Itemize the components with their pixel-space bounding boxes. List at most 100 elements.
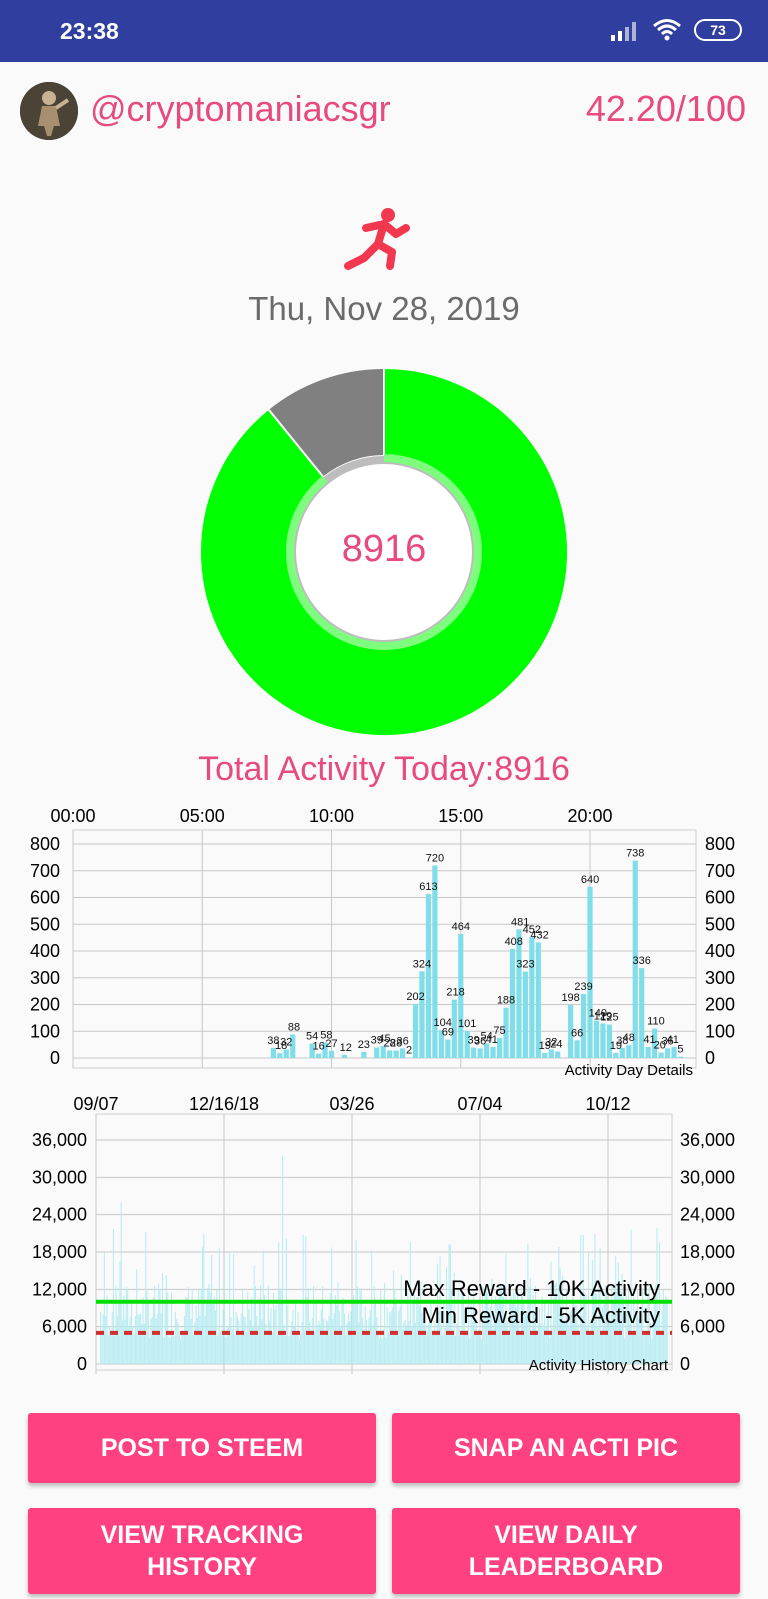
view-daily-leaderboard-button[interactable]: VIEW DAILY LEADERBOARD [392, 1508, 740, 1594]
history-bar [325, 1320, 328, 1364]
history-bar [611, 1286, 613, 1364]
history-bar [150, 1319, 152, 1364]
view-tracking-history-label-2: HISTORY [147, 1553, 257, 1581]
history-bar [624, 1338, 626, 1364]
day-bar [652, 1028, 658, 1058]
history-bar [493, 1315, 495, 1364]
history-bar [400, 1275, 402, 1364]
day-bar-label: 18 [275, 1040, 287, 1052]
day-bar-label: 88 [288, 1021, 300, 1033]
post-to-steem-button[interactable]: POST TO STEEM [28, 1413, 376, 1483]
history-bar [318, 1320, 320, 1364]
day-bar [529, 937, 535, 1058]
day-bar-label: 20 [654, 1040, 666, 1052]
day-bar-label: 54 [306, 1031, 318, 1043]
history-bar [172, 1330, 174, 1364]
day-bar-label: 58 [320, 1029, 332, 1041]
history-bar [568, 1325, 570, 1364]
history-bar [467, 1293, 470, 1364]
day-bar [509, 948, 516, 1058]
day-bar [438, 1030, 444, 1058]
history-bar [363, 1329, 365, 1364]
history-bar [519, 1333, 521, 1364]
day-y-tick-left: 700 [30, 861, 60, 881]
day-bar-label: 41 [486, 1034, 498, 1046]
history-bar [214, 1310, 216, 1364]
history-bar [662, 1289, 664, 1364]
snap-acti-pic-button[interactable]: SNAP AN ACTI PIC [392, 1413, 740, 1483]
history-bar [138, 1314, 140, 1364]
history-bar [536, 1333, 538, 1364]
history-y-tick-left: 36,000 [32, 1130, 87, 1150]
max-reward-label: Max Reward - 10K Activity [403, 1276, 660, 1301]
history-bar [302, 1234, 304, 1364]
history-bar [498, 1287, 500, 1364]
history-bar [475, 1319, 477, 1364]
history-bar [310, 1335, 312, 1364]
history-bar [644, 1330, 646, 1364]
history-bar [360, 1290, 362, 1364]
history-bar [323, 1319, 325, 1364]
history-bar [606, 1288, 608, 1364]
history-bar [267, 1285, 269, 1364]
history-bar [403, 1322, 405, 1364]
day-bar-label: 323 [516, 959, 534, 971]
history-bar [234, 1334, 236, 1364]
history-bar [141, 1324, 143, 1364]
history-bar [649, 1322, 652, 1364]
history-bar [114, 1332, 116, 1364]
day-bar [471, 1047, 477, 1058]
history-bar [657, 1313, 659, 1364]
history-bar [329, 1293, 331, 1364]
history-bar [368, 1317, 370, 1364]
history-bar [600, 1334, 602, 1364]
history-bar [474, 1310, 476, 1364]
day-bar-label: 36 [474, 1035, 486, 1047]
history-bar [563, 1319, 565, 1364]
history-bar [116, 1315, 118, 1364]
day-bar [580, 994, 587, 1058]
day-bar [290, 1034, 296, 1058]
day-bar [600, 1023, 606, 1058]
history-bar [320, 1309, 322, 1364]
history-bar [182, 1333, 184, 1364]
history-bar [546, 1318, 548, 1364]
history-bar [100, 1311, 102, 1364]
history-bar [651, 1338, 653, 1364]
history-bar [146, 1290, 148, 1364]
history-bar [514, 1294, 516, 1364]
day-bar [639, 968, 645, 1058]
day-bar [568, 1005, 574, 1058]
history-bar [417, 1297, 419, 1364]
day-bar-label: 36 [396, 1035, 408, 1047]
history-bar [301, 1322, 303, 1364]
history-bar [425, 1325, 427, 1364]
history-bar [660, 1331, 662, 1364]
history-bar [511, 1300, 513, 1364]
history-bar [249, 1319, 251, 1364]
history-bar [106, 1295, 108, 1364]
history-bar [125, 1287, 127, 1364]
avatar[interactable] [20, 82, 78, 140]
day-bar [406, 1057, 412, 1058]
history-bar [198, 1288, 200, 1364]
activity-history-chart: 0 0 6,000 6,000 12,000 12,000 18,000 18,000 24,0… [0, 1084, 768, 1382]
post-to-steem-label: POST TO STEEM [100, 1434, 304, 1462]
history-bar [127, 1289, 129, 1364]
day-y-tick-right: 100 [705, 1021, 735, 1041]
history-bar [269, 1320, 271, 1364]
history-bar [111, 1311, 113, 1364]
view-tracking-history-button[interactable]: VIEW TRACKING HISTORY [28, 1508, 376, 1594]
signal-icon [611, 22, 636, 41]
history-bar [266, 1331, 268, 1364]
history-bar [390, 1311, 392, 1364]
history-bar [569, 1312, 571, 1364]
history-bar [386, 1307, 388, 1364]
history-bar [537, 1322, 539, 1364]
day-bar-label: 41 [643, 1034, 655, 1046]
history-bar [306, 1297, 308, 1364]
history-x-tick: 03/26 [329, 1094, 374, 1114]
history-bar [253, 1265, 255, 1364]
history-bar [217, 1336, 219, 1364]
history-bar [414, 1322, 417, 1364]
